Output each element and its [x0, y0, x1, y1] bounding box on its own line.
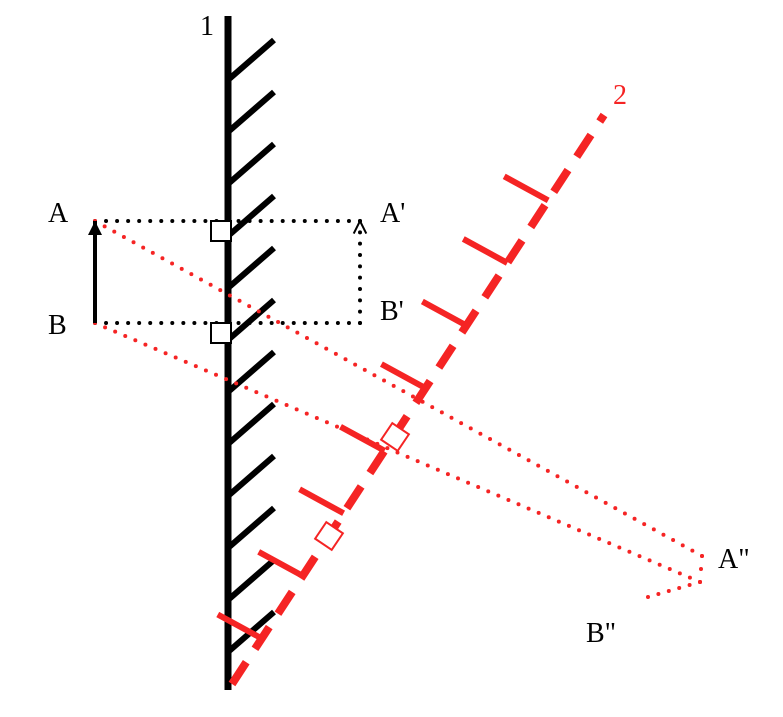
label-B-prime: B': [380, 296, 404, 327]
label-mirror-2: 2: [613, 80, 627, 111]
construction-mirror2: [93, 219, 704, 599]
label-A-prime: A': [380, 198, 405, 229]
label-B: B: [48, 310, 67, 341]
label-B-double-prime: B": [586, 618, 616, 649]
labels: 1 2 A B A' B' A" B": [48, 11, 750, 649]
label-A-double-prime: A": [718, 544, 750, 575]
object-arrow: [88, 221, 102, 323]
label-A: A: [48, 198, 69, 229]
label-mirror-1: 1: [200, 11, 214, 42]
mirror-1: [228, 16, 274, 690]
